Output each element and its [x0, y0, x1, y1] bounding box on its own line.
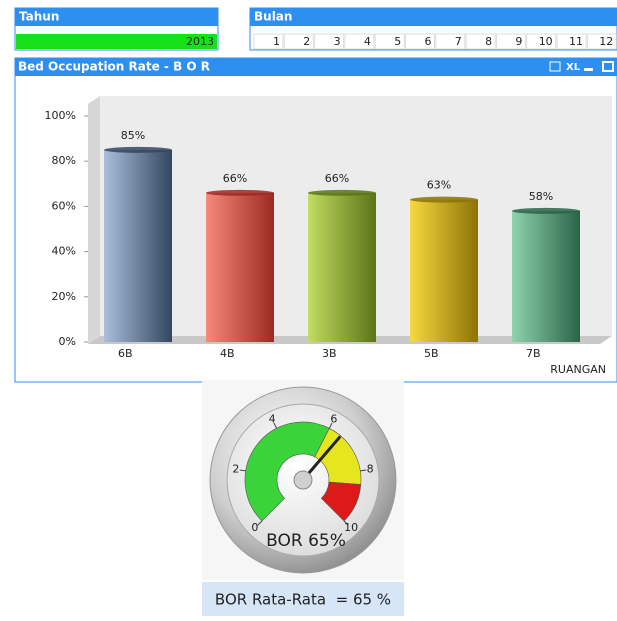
month-value[interactable]: 2 — [303, 35, 310, 48]
summary-text: BOR Rata-Rata = 65 % — [215, 591, 391, 609]
gauge-label: BOR 65% — [266, 531, 346, 551]
month-value[interactable]: 8 — [485, 35, 492, 48]
value-label: 66% — [223, 172, 247, 185]
gauge-tick-label: 4 — [269, 412, 276, 425]
bar — [104, 150, 172, 342]
month-value[interactable]: 10 — [539, 35, 553, 48]
x-tick-label: 3B — [322, 347, 337, 360]
month-value[interactable]: 11 — [569, 35, 583, 48]
year-value[interactable]: 2013 — [186, 35, 214, 48]
bar-top — [104, 147, 172, 153]
x-tick-label: 6B — [118, 347, 133, 360]
bar — [410, 200, 478, 342]
gauge-tick-label: 8 — [367, 462, 374, 475]
bulan-listbox[interactable]: Bulan 123456789101112 — [250, 8, 617, 50]
value-label: 66% — [325, 172, 349, 185]
month-value[interactable]: 7 — [455, 35, 462, 48]
gauge-hub — [294, 471, 312, 489]
bar — [206, 193, 274, 342]
chart-title: Bed Occupation Rate - B O R — [18, 60, 210, 74]
x-tick-label: 5B — [424, 347, 439, 360]
month-value[interactable]: 4 — [364, 35, 371, 48]
month-value[interactable]: 6 — [425, 35, 432, 48]
y-tick-label: 0% — [59, 335, 76, 348]
bar — [512, 211, 580, 342]
listbox-title: Tahun — [19, 10, 59, 24]
y-tick-label: 60% — [52, 199, 76, 212]
x-tick-label: 7B — [526, 347, 541, 360]
bar-top — [512, 208, 580, 214]
xl-button[interactable]: XL — [566, 62, 581, 73]
y-tick-label: 20% — [52, 290, 76, 303]
bar — [308, 193, 376, 342]
bar-top — [206, 190, 274, 196]
month-value[interactable]: 5 — [394, 35, 401, 48]
y-tick-label: 40% — [52, 245, 76, 258]
listbox-title: Bulan — [254, 10, 292, 24]
gauge-tick-label: 10 — [344, 521, 358, 534]
gauge-tick-label: 6 — [330, 412, 337, 425]
dashboard: Tahun 2013 Bulan 123456789101112 Bed Occ… — [0, 0, 617, 621]
value-label: 85% — [121, 129, 145, 142]
y-tick-label: 80% — [52, 154, 76, 167]
chart-side-wall — [88, 96, 100, 344]
listbox-header — [250, 8, 617, 26]
x-tick-label: 4B — [220, 347, 235, 360]
bar-top — [410, 197, 478, 203]
y-tick-label: 100% — [45, 109, 76, 122]
month-value[interactable]: 12 — [599, 35, 613, 48]
tahun-listbox[interactable]: Tahun 2013 — [15, 8, 218, 50]
value-label: 63% — [427, 179, 451, 192]
month-value[interactable]: 9 — [515, 35, 522, 48]
minimize-button[interactable] — [584, 68, 593, 71]
gauge-tick-label: 2 — [232, 462, 239, 475]
month-value[interactable]: 3 — [334, 35, 341, 48]
bar-top — [308, 190, 376, 196]
x-axis-label: RUANGAN — [550, 363, 606, 376]
month-value[interactable]: 1 — [273, 35, 280, 48]
gauge-tick-label: 0 — [251, 521, 258, 534]
value-label: 58% — [529, 190, 553, 203]
